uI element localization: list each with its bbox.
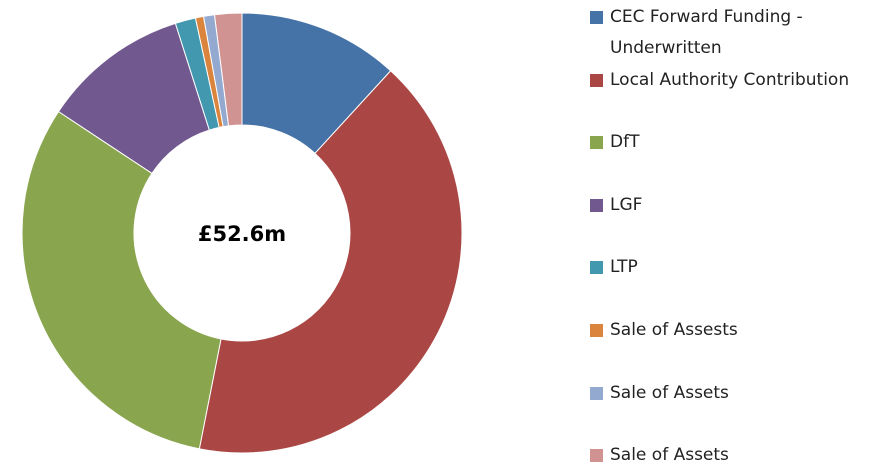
- legend-item: Sale of Assets: [590, 378, 860, 409]
- legend-item: DfT: [590, 127, 860, 158]
- center-label: £52.6m: [198, 222, 286, 246]
- legend-swatch: [590, 136, 603, 150]
- legend-item: Sale of Assets: [590, 440, 860, 469]
- legend-label: DfT: [610, 132, 640, 153]
- donut-area: £52.6m: [21, 12, 463, 454]
- legend-swatch: [590, 11, 603, 24]
- legend-swatch: [590, 261, 603, 275]
- legend-item: LTP: [590, 252, 860, 283]
- legend-label: LGF: [610, 194, 643, 215]
- legend-swatch: [590, 324, 603, 337]
- legend-swatch: [590, 73, 603, 87]
- slice: [21, 110, 222, 450]
- slice: [174, 17, 220, 131]
- legend-label: Sale of Assests: [610, 320, 738, 340]
- slice: [198, 70, 463, 454]
- legend-item: Sale of Assests: [590, 315, 860, 346]
- legend-swatch: [590, 198, 603, 212]
- legend-item: LGF: [590, 190, 860, 221]
- legend-label: Local Authority Contribution: [610, 69, 850, 90]
- slice: [57, 22, 210, 175]
- legend-label: LTP: [610, 257, 638, 278]
- legend-label: Sale of Assets: [610, 445, 729, 466]
- legend-item: Local Authority Contribution: [590, 65, 860, 96]
- legend-label: CEC Forward Funding - Underwritten: [610, 7, 803, 58]
- legend-label: Sale of Assets: [610, 382, 729, 403]
- legend-swatch: [590, 386, 603, 400]
- legend-swatch: [590, 449, 603, 463]
- slice: [241, 12, 392, 155]
- legend-item: CEC Forward Funding - Underwritten: [590, 2, 860, 64]
